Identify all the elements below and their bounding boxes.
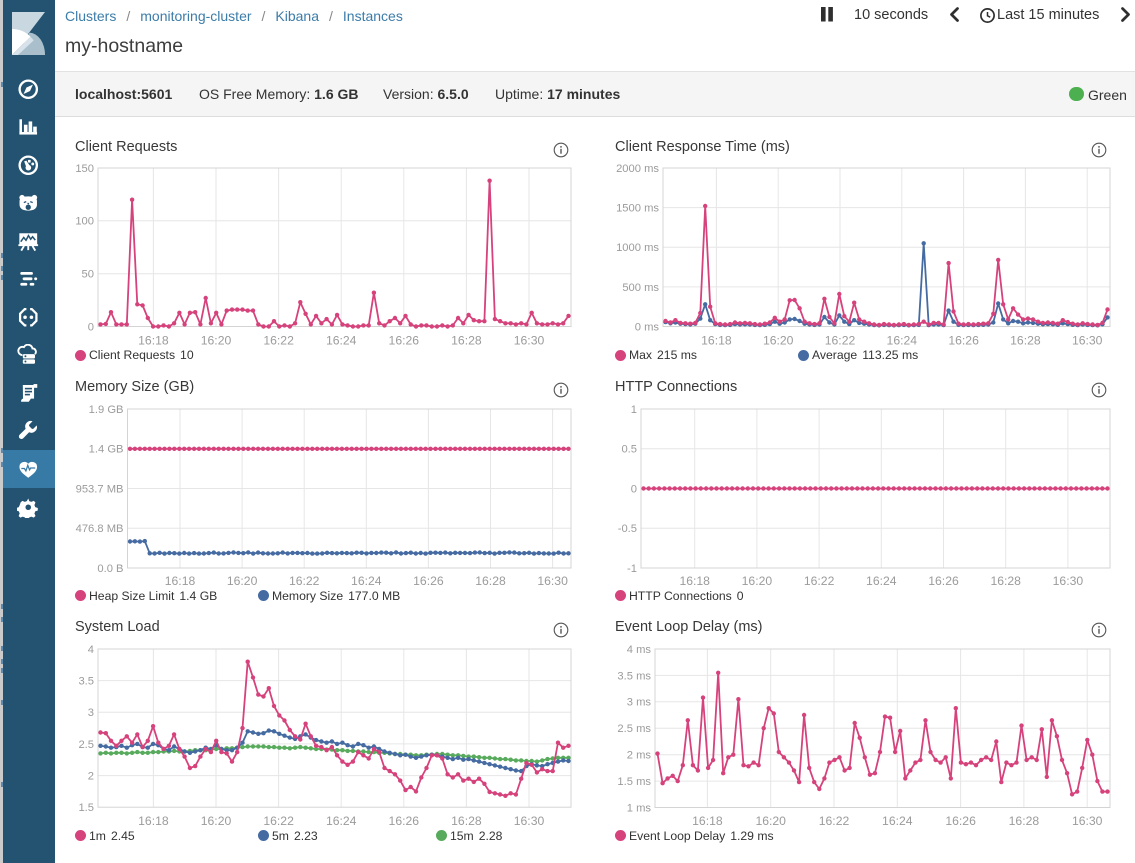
svg-text:16:24: 16:24 bbox=[351, 574, 382, 588]
svg-text:16:28: 16:28 bbox=[1009, 814, 1040, 828]
svg-text:953.7 MB: 953.7 MB bbox=[76, 483, 124, 495]
svg-text:0: 0 bbox=[88, 321, 94, 333]
svg-text:16:20: 16:20 bbox=[742, 574, 773, 588]
svg-text:16:20: 16:20 bbox=[201, 814, 232, 828]
svg-text:16:26: 16:26 bbox=[945, 814, 976, 828]
svg-text:16:24: 16:24 bbox=[326, 334, 357, 348]
svg-text:16:28: 16:28 bbox=[990, 574, 1021, 588]
svg-text:0: 0 bbox=[631, 483, 637, 495]
svg-text:16:26: 16:26 bbox=[389, 334, 420, 348]
svg-text:0.0 B: 0.0 B bbox=[97, 563, 123, 575]
svg-text:1: 1 bbox=[631, 404, 637, 416]
svg-text:1.5: 1.5 bbox=[78, 802, 94, 814]
svg-text:100: 100 bbox=[75, 216, 94, 228]
svg-text:3.5: 3.5 bbox=[78, 676, 94, 688]
svg-text:3.5 ms: 3.5 ms bbox=[617, 670, 651, 682]
svg-text:476.8 MB: 476.8 MB bbox=[76, 523, 124, 535]
svg-text:16:22: 16:22 bbox=[825, 334, 856, 348]
svg-text:16:26: 16:26 bbox=[928, 574, 959, 588]
svg-text:50: 50 bbox=[82, 269, 94, 281]
svg-text:16:30: 16:30 bbox=[1072, 334, 1103, 348]
svg-text:16:20: 16:20 bbox=[201, 334, 232, 348]
svg-text:1000 ms: 1000 ms bbox=[616, 242, 659, 254]
svg-text:1 ms: 1 ms bbox=[627, 802, 652, 814]
svg-text:16:18: 16:18 bbox=[701, 334, 732, 348]
svg-text:16:30: 16:30 bbox=[1072, 814, 1103, 828]
svg-text:500 ms: 500 ms bbox=[622, 282, 659, 294]
svg-text:1500 ms: 1500 ms bbox=[616, 203, 659, 215]
svg-text:-1: -1 bbox=[627, 563, 637, 575]
svg-text:16:26: 16:26 bbox=[413, 574, 444, 588]
svg-text:16:30: 16:30 bbox=[537, 574, 568, 588]
svg-text:16:22: 16:22 bbox=[263, 814, 294, 828]
svg-text:16:18: 16:18 bbox=[692, 814, 723, 828]
svg-text:16:22: 16:22 bbox=[263, 334, 294, 348]
svg-text:16:18: 16:18 bbox=[165, 574, 196, 588]
svg-text:16:20: 16:20 bbox=[763, 334, 794, 348]
svg-text:16:20: 16:20 bbox=[755, 814, 786, 828]
svg-text:16:22: 16:22 bbox=[804, 574, 835, 588]
svg-text:-0.5: -0.5 bbox=[618, 523, 637, 535]
svg-text:3: 3 bbox=[88, 707, 94, 719]
svg-text:4: 4 bbox=[88, 644, 94, 656]
svg-text:1.4 GB: 1.4 GB bbox=[89, 444, 124, 456]
svg-text:1.5 ms: 1.5 ms bbox=[617, 776, 651, 788]
svg-text:4 ms: 4 ms bbox=[627, 644, 652, 656]
svg-text:16:30: 16:30 bbox=[1053, 574, 1084, 588]
svg-text:0 ms: 0 ms bbox=[635, 321, 660, 333]
svg-text:16:18: 16:18 bbox=[679, 574, 710, 588]
svg-text:16:30: 16:30 bbox=[514, 814, 545, 828]
svg-text:16:28: 16:28 bbox=[451, 814, 482, 828]
svg-text:2 ms: 2 ms bbox=[627, 750, 652, 762]
svg-text:150: 150 bbox=[75, 163, 94, 175]
svg-text:16:24: 16:24 bbox=[882, 814, 913, 828]
svg-text:16:20: 16:20 bbox=[227, 574, 258, 588]
svg-text:2: 2 bbox=[88, 771, 94, 783]
svg-text:16:28: 16:28 bbox=[475, 574, 506, 588]
svg-text:16:28: 16:28 bbox=[451, 334, 482, 348]
svg-text:1.9 GB: 1.9 GB bbox=[89, 404, 124, 416]
svg-text:0.5: 0.5 bbox=[621, 444, 637, 456]
svg-text:16:26: 16:26 bbox=[948, 334, 979, 348]
svg-text:3 ms: 3 ms bbox=[627, 697, 652, 709]
svg-text:2.5 ms: 2.5 ms bbox=[617, 723, 651, 735]
svg-text:16:22: 16:22 bbox=[819, 814, 850, 828]
svg-text:16:24: 16:24 bbox=[866, 574, 897, 588]
svg-text:16:28: 16:28 bbox=[1010, 334, 1041, 348]
svg-text:16:18: 16:18 bbox=[138, 814, 169, 828]
svg-text:16:26: 16:26 bbox=[389, 814, 420, 828]
svg-text:2000 ms: 2000 ms bbox=[616, 163, 659, 175]
svg-text:16:30: 16:30 bbox=[514, 334, 545, 348]
svg-text:16:24: 16:24 bbox=[887, 334, 918, 348]
svg-text:16:24: 16:24 bbox=[326, 814, 357, 828]
svg-text:2.5: 2.5 bbox=[78, 739, 94, 751]
svg-text:16:22: 16:22 bbox=[289, 574, 320, 588]
svg-text:16:18: 16:18 bbox=[138, 334, 169, 348]
